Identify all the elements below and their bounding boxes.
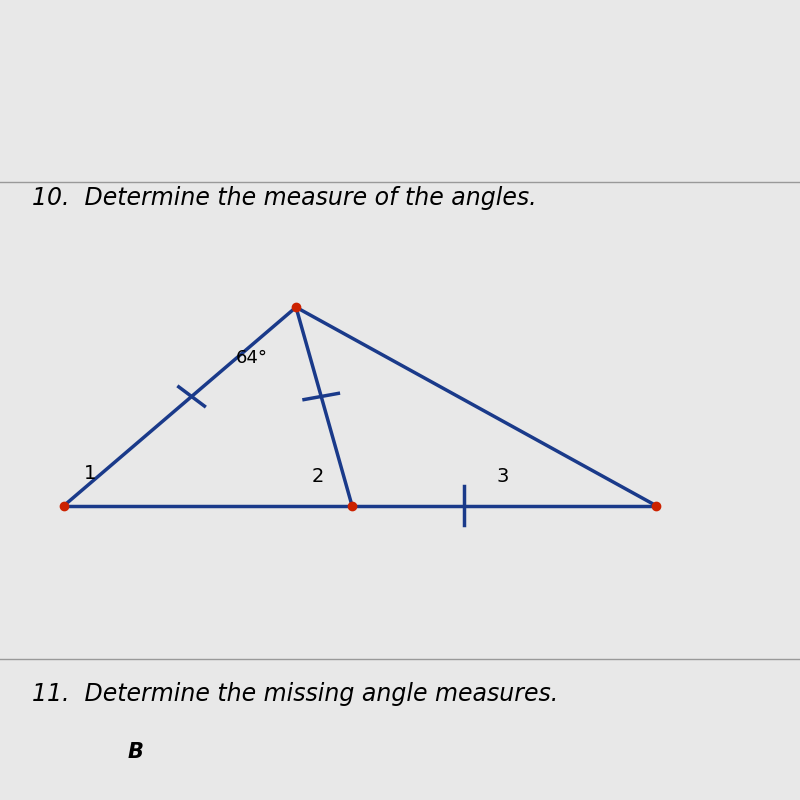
Text: B: B (128, 742, 144, 762)
Text: 1: 1 (84, 464, 96, 483)
Text: 64°: 64° (236, 349, 268, 366)
Text: 11.  Determine the missing angle measures.: 11. Determine the missing angle measures… (32, 682, 558, 706)
Text: 3: 3 (496, 467, 508, 486)
Text: 10.  Determine the measure of the angles.: 10. Determine the measure of the angles. (32, 186, 537, 210)
Text: 2: 2 (312, 467, 324, 486)
